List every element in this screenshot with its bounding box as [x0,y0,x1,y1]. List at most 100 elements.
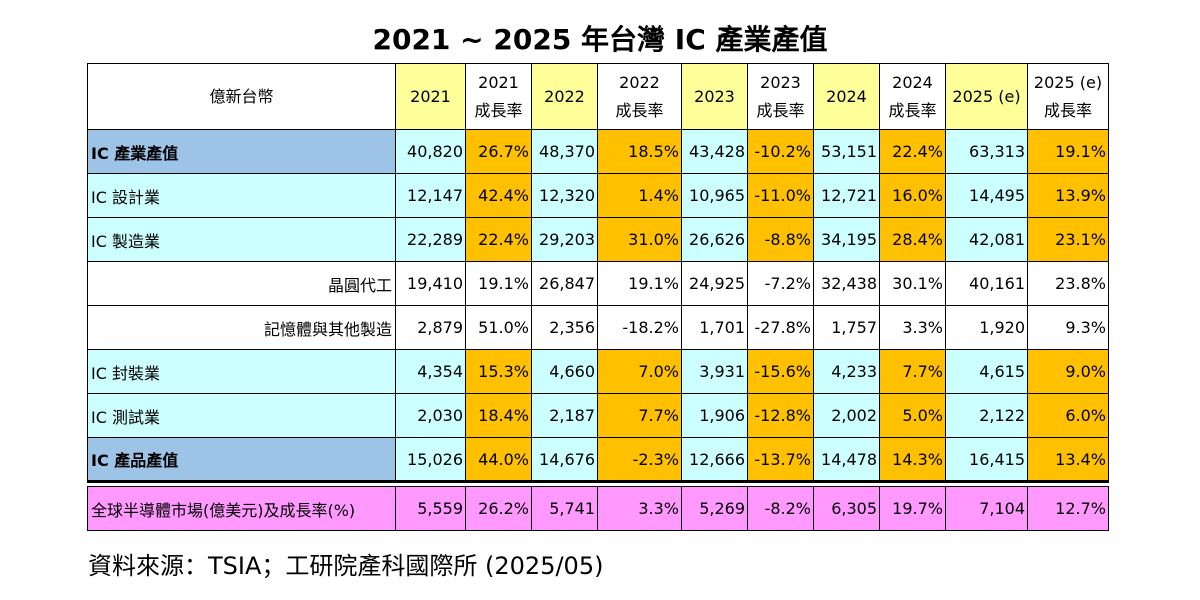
value-cell: 29,203 [531,217,598,262]
column-header: 2021 成長率 [465,63,532,130]
row-label: IC 產品產值 [87,437,396,482]
growth-cell: 16.0% [879,173,946,218]
column-header: 2023 [681,63,748,130]
value-cell: 12,147 [395,173,466,218]
row-label: IC 封裝業 [87,349,396,394]
growth-cell: 26.2% [465,486,532,531]
table-row: IC 產業產值 40,820 26.7% 48,370 18.5% 43,428 -10.2… [87,129,1109,174]
row-label: 記憶體與其他製造 [87,305,396,350]
value-cell: 1,757 [813,305,880,350]
value-cell: 1,920 [945,305,1028,350]
column-header: 2025 (e) 成長率 [1027,63,1109,130]
row-label: IC 製造業 [87,217,396,262]
column-header-year: 2022 [544,86,585,106]
growth-cell: -8.2% [747,486,814,531]
column-header-year: 2022 [619,72,660,92]
table-row: 晶圓代工 19,410 19.1% 26,847 19.1% 24,925 -7.2% 32,… [87,261,1109,306]
value-cell: 48,370 [531,129,598,174]
value-cell: 6,305 [813,486,880,531]
value-cell: 14,478 [813,437,880,482]
growth-cell: 15.3% [465,349,532,394]
column-header: 2025 (e) [945,63,1028,130]
table-row: 記憶體與其他製造 2,879 51.0% 2,356 -18.2% 1,701 -27.8%… [87,305,1109,350]
value-cell: 1,906 [681,393,748,438]
value-cell: 10,965 [681,173,748,218]
value-cell: 1,701 [681,305,748,350]
row-label: 晶圓代工 [87,261,396,306]
growth-cell: 19.1% [1027,129,1109,174]
value-cell: 53,151 [813,129,880,174]
table-row: IC 產品產值 15,026 44.0% 14,676 -2.3% 12,666 -13.7… [87,437,1109,482]
column-header-growth: 成長率 [615,100,664,120]
source-note: 資料來源：TSIA；工研院產科國際所 (2025/05) [88,552,604,580]
growth-cell: 28.4% [879,217,946,262]
column-header-year: 2021 [410,86,451,106]
value-cell: 26,626 [681,217,748,262]
growth-cell: -7.2% [747,261,814,306]
growth-cell: 26.7% [465,129,532,174]
value-cell: 14,495 [945,173,1028,218]
value-cell: 12,666 [681,437,748,482]
growth-cell: 22.4% [879,129,946,174]
column-header: 2021 [395,63,466,130]
value-cell: 2,122 [945,393,1028,438]
growth-cell: 19.1% [465,261,532,306]
growth-cell: 7.0% [597,349,682,394]
growth-cell: -2.3% [597,437,682,482]
value-cell: 19,410 [395,261,466,306]
growth-cell: 18.5% [597,129,682,174]
table-row: 全球半導體市場(億美元)及成長率(%) 5,559 26.2% 5,741 3.3% 5,… [87,486,1109,531]
chart-title: 2021 ~ 2025 年台灣 IC 產業產值 [372,23,828,56]
growth-cell: -15.6% [747,349,814,394]
value-cell: 2,879 [395,305,466,350]
growth-cell: 19.7% [879,486,946,531]
value-cell: 14,676 [531,437,598,482]
column-header-year: 2021 [478,72,519,92]
value-cell: 2,187 [531,393,598,438]
value-cell: 4,660 [531,349,598,394]
growth-cell: 3.3% [879,305,946,350]
table-body: 億新台幣 2021 2021 成長率 2022 2022 成長率 2023 2023 成長率 202… [87,63,1109,531]
growth-cell: 13.9% [1027,173,1109,218]
growth-cell: 44.0% [465,437,532,482]
growth-cell: 51.0% [465,305,532,350]
growth-cell: 18.4% [465,393,532,438]
value-cell: 4,233 [813,349,880,394]
growth-cell: 5.0% [879,393,946,438]
value-cell: 40,820 [395,129,466,174]
value-cell: 4,615 [945,349,1028,394]
column-header-growth: 成長率 [756,100,805,120]
column-header: 2024 成長率 [879,63,946,130]
growth-cell: 9.3% [1027,305,1109,350]
column-header-growth: 成長率 [1043,100,1092,120]
growth-cell: -18.2% [597,305,682,350]
value-cell: 5,741 [531,486,598,531]
growth-cell: 1.4% [597,173,682,218]
value-cell: 24,925 [681,261,748,306]
value-cell: 4,354 [395,349,466,394]
table-row: IC 設計業 12,147 42.4% 12,320 1.4% 10,965 -11.0% 1… [87,173,1109,218]
growth-cell: 12.7% [1027,486,1109,531]
value-cell: 5,559 [395,486,466,531]
growth-cell: 9.0% [1027,349,1109,394]
growth-cell: 7.7% [597,393,682,438]
growth-cell: 14.3% [879,437,946,482]
column-header-year: 2024 [892,72,933,92]
value-cell: 2,356 [531,305,598,350]
value-cell: 5,269 [681,486,748,531]
value-cell: 12,721 [813,173,880,218]
growth-cell: 3.3% [597,486,682,531]
column-header: 2023 成長率 [747,63,814,130]
unit-header: 億新台幣 [87,63,396,130]
value-cell: 34,195 [813,217,880,262]
column-header-growth: 成長率 [474,100,523,120]
column-header: 2022 [531,63,598,130]
row-label: 全球半導體市場(億美元)及成長率(%) [87,486,396,531]
value-cell: 26,847 [531,261,598,306]
column-header-growth: 成長率 [888,100,937,120]
growth-cell: 30.1% [879,261,946,306]
value-cell: 3,931 [681,349,748,394]
value-cell: 12,320 [531,173,598,218]
column-header-year: 2025 (e) [952,86,1021,106]
column-header-year: 2023 [760,72,801,92]
